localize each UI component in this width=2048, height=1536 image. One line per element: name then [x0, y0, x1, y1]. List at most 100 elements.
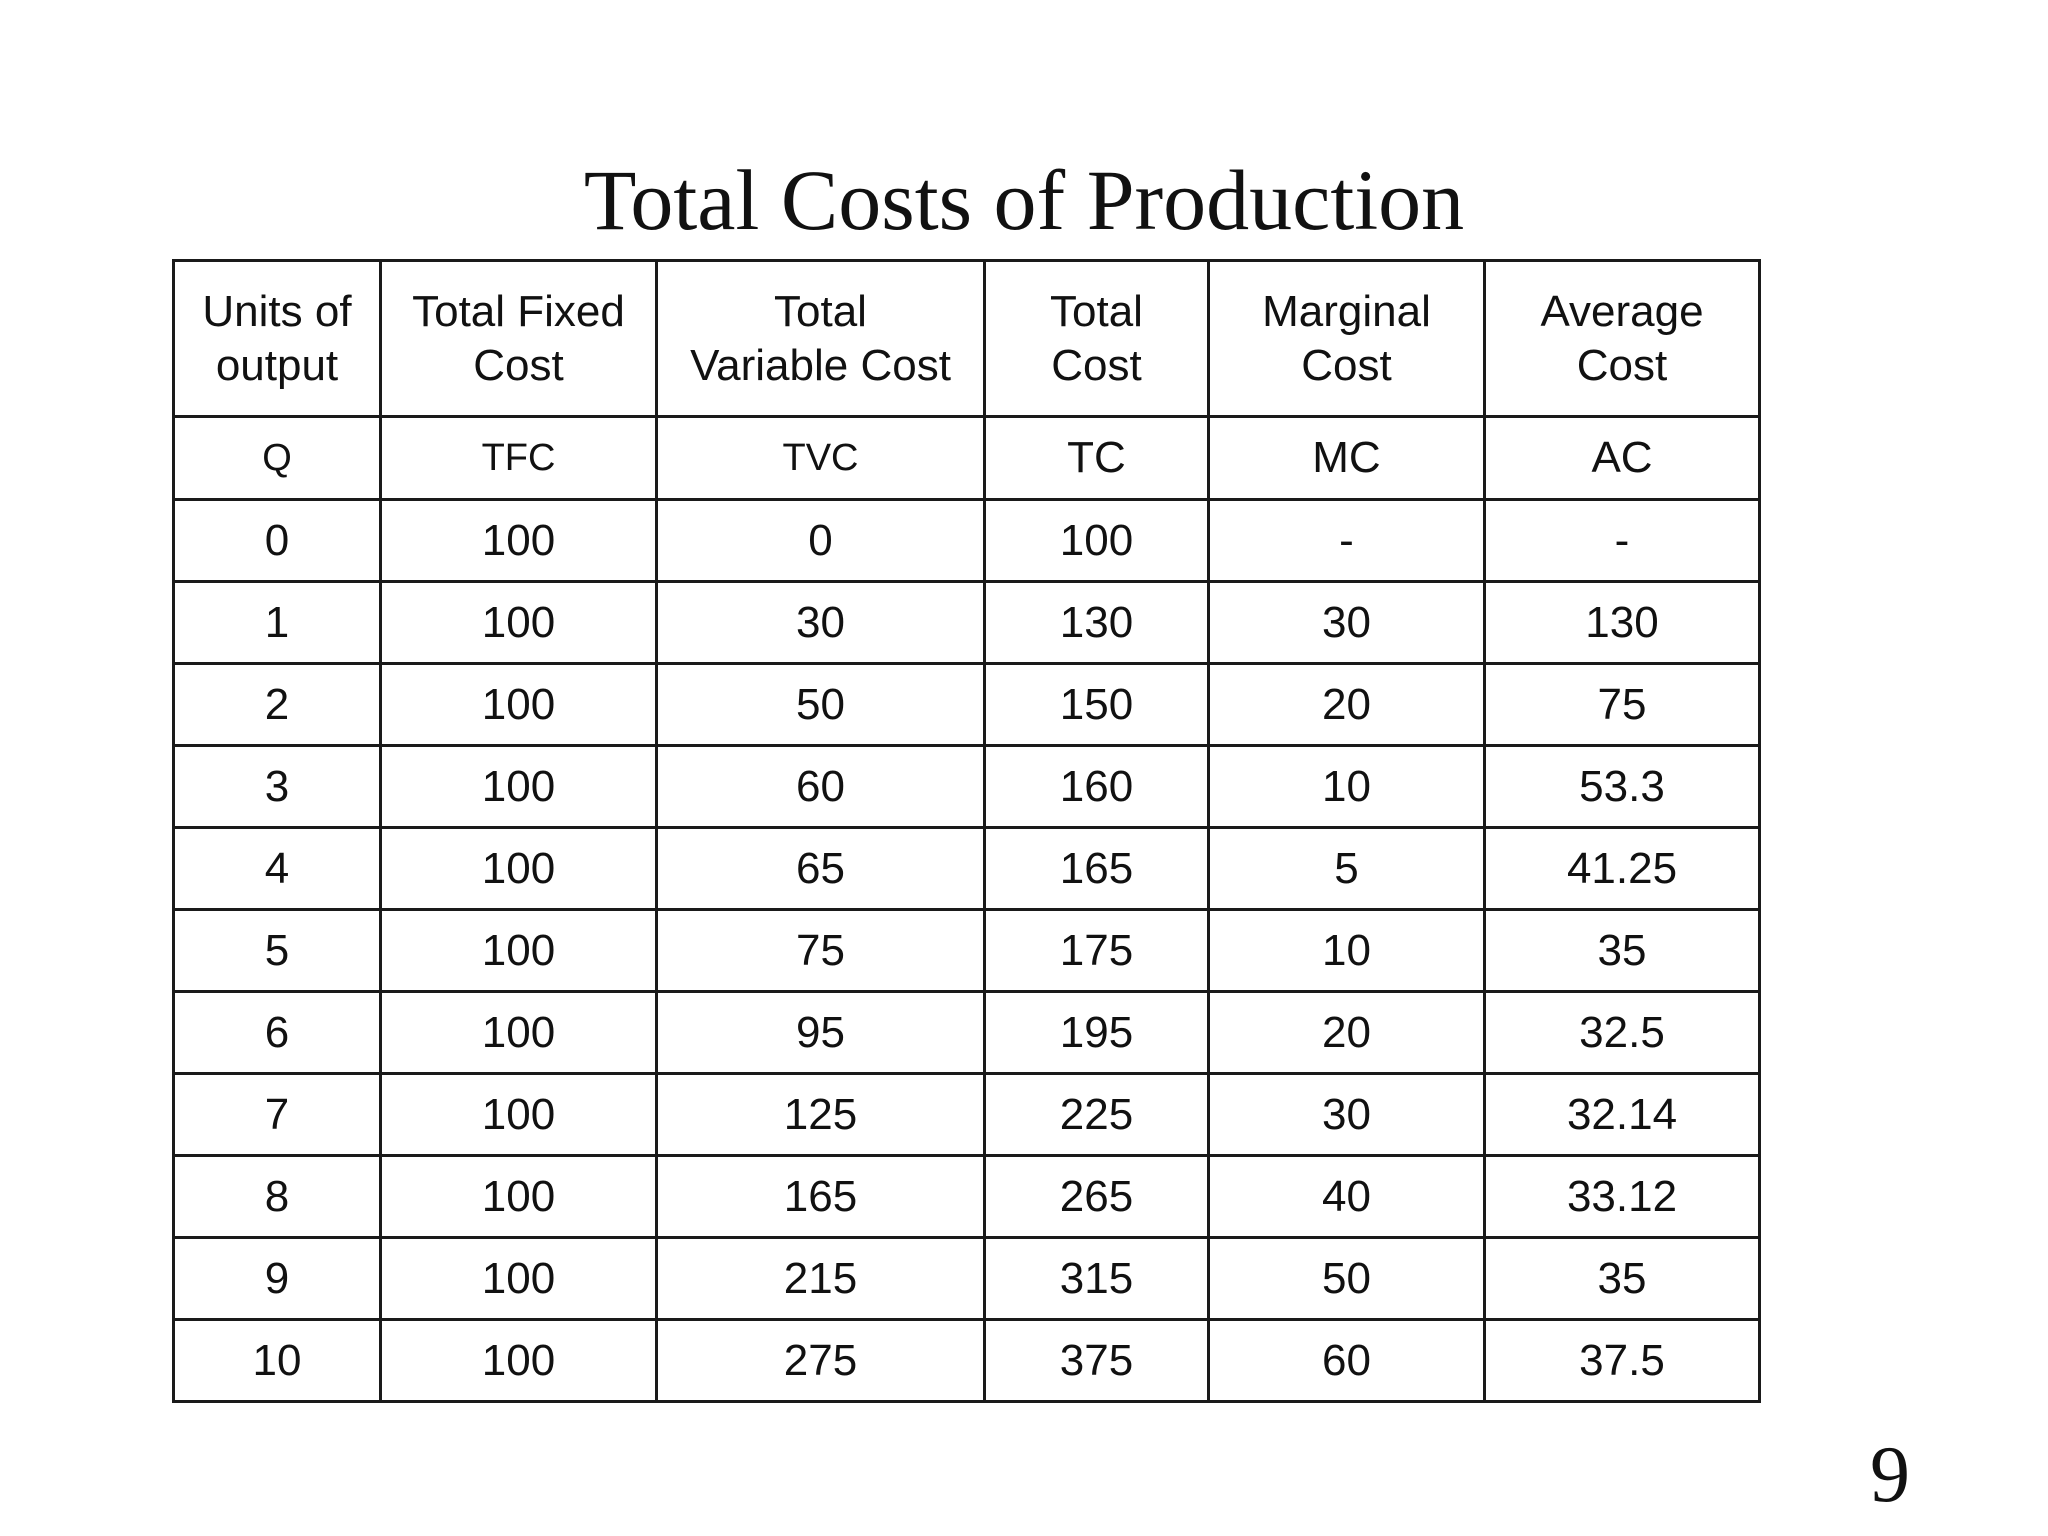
- cell-ac: 53.3: [1483, 744, 1761, 829]
- table-row: 3 100 60 160 10 53.3: [172, 744, 1761, 829]
- cell-mc: 30: [1207, 580, 1486, 665]
- header-line: Total: [774, 286, 867, 336]
- cell-q: 4: [172, 826, 382, 911]
- cell-tc: 225: [983, 1072, 1210, 1157]
- cell-tfc: 100: [379, 580, 658, 665]
- page-number: 9: [1870, 1431, 1910, 1519]
- table-row: 10 100 275 375 60 37.5: [172, 1318, 1761, 1403]
- cell-tfc: 100: [379, 1154, 658, 1239]
- cell-ac: 130: [1483, 580, 1761, 665]
- cell-mc: 60: [1207, 1318, 1486, 1403]
- cell-tc: 175: [983, 908, 1210, 993]
- table-row: 7 100 125 225 30 32.14: [172, 1072, 1761, 1157]
- cell-mc: 40: [1207, 1154, 1486, 1239]
- cell-mc: 10: [1207, 908, 1486, 993]
- cell-mc: 20: [1207, 990, 1486, 1075]
- cell-ac: 37.5: [1483, 1318, 1761, 1403]
- header-line: Cost: [1301, 340, 1392, 390]
- cell-tvc: 165: [655, 1154, 986, 1239]
- cell-ac: 75: [1483, 662, 1761, 747]
- header-line: Total Fixed: [412, 286, 625, 336]
- cell-tc: 100: [983, 498, 1210, 583]
- cell-ac: 41.25: [1483, 826, 1761, 911]
- cell-q: 0: [172, 498, 382, 583]
- table-row: 5 100 75 175 10 35: [172, 908, 1761, 993]
- table-row: 2 100 50 150 20 75: [172, 662, 1761, 747]
- header-cell-marginal-cost: Marginal Cost: [1207, 259, 1486, 418]
- cell-tvc: 275: [655, 1318, 986, 1403]
- abbr-cell-ac: AC: [1483, 415, 1761, 501]
- header-cell-units-of-output: Units of output: [172, 259, 382, 418]
- cell-tfc: 100: [379, 744, 658, 829]
- cell-tc: 165: [983, 826, 1210, 911]
- cell-q: 9: [172, 1236, 382, 1321]
- abbr-cell-mc: MC: [1207, 415, 1486, 501]
- abbr-cell-q: Q: [172, 415, 382, 501]
- cell-tvc: 65: [655, 826, 986, 911]
- table-row: 6 100 95 195 20 32.5: [172, 990, 1761, 1075]
- abbr-cell-tfc: TFC: [379, 415, 658, 501]
- header-line: Average: [1540, 286, 1704, 336]
- header-line: output: [215, 340, 339, 390]
- cell-q: 7: [172, 1072, 382, 1157]
- table-row: 9 100 215 315 50 35: [172, 1236, 1761, 1321]
- cell-tvc: 95: [655, 990, 986, 1075]
- cell-tc: 315: [983, 1236, 1210, 1321]
- header-cell-total-cost: Total Cost: [983, 259, 1210, 418]
- cell-mc: 10: [1207, 744, 1486, 829]
- cell-tfc: 100: [379, 1236, 658, 1321]
- cell-mc: 20: [1207, 662, 1486, 747]
- header-row: Units of output Total Fixed Cost Total V…: [172, 259, 1761, 418]
- table-row: 4 100 65 165 5 41.25: [172, 826, 1761, 911]
- cell-tc: 195: [983, 990, 1210, 1075]
- cell-ac: 32.5: [1483, 990, 1761, 1075]
- header-line: Units of: [202, 286, 352, 336]
- cell-tvc: 75: [655, 908, 986, 993]
- cell-q: 3: [172, 744, 382, 829]
- header-line: Cost: [1051, 340, 1142, 390]
- cell-q: 10: [172, 1318, 382, 1403]
- cell-mc: -: [1207, 498, 1486, 583]
- abbr-cell-tvc: TVC: [655, 415, 986, 501]
- cell-tfc: 100: [379, 908, 658, 993]
- cell-mc: 30: [1207, 1072, 1486, 1157]
- cell-tvc: 30: [655, 580, 986, 665]
- header-line: Cost: [473, 340, 564, 390]
- cell-mc: 50: [1207, 1236, 1486, 1321]
- cell-tc: 160: [983, 744, 1210, 829]
- cell-ac: 32.14: [1483, 1072, 1761, 1157]
- cell-mc: 5: [1207, 826, 1486, 911]
- cell-tvc: 125: [655, 1072, 986, 1157]
- cell-tfc: 100: [379, 990, 658, 1075]
- cell-q: 6: [172, 990, 382, 1075]
- header-line: Total: [1050, 286, 1143, 336]
- table-row: 0 100 0 100- -: [172, 498, 1761, 583]
- cell-tc: 265: [983, 1154, 1210, 1239]
- cell-tfc: 100: [379, 826, 658, 911]
- cell-ac: 35: [1483, 908, 1761, 993]
- header-line: Cost: [1576, 340, 1668, 390]
- cell-tfc: 100: [379, 498, 658, 583]
- cell-tfc: 100: [379, 1318, 658, 1403]
- header-line: Variable Cost: [690, 340, 951, 390]
- table-row: 1 100 30 130 30 130: [172, 580, 1761, 665]
- header-cell-total-fixed-cost: Total Fixed Cost: [379, 259, 658, 418]
- cell-tfc: 100: [379, 662, 658, 747]
- cell-tvc: 60: [655, 744, 986, 829]
- abbr-cell-tc: TC: [983, 415, 1210, 501]
- cell-tc: 375: [983, 1318, 1210, 1403]
- cell-tc: 150: [983, 662, 1210, 747]
- cell-ac: 35: [1483, 1236, 1761, 1321]
- cell-ac: -: [1483, 498, 1761, 583]
- header-cell-average-cost: Average Cost: [1483, 259, 1761, 418]
- cell-tc: 130: [983, 580, 1210, 665]
- cell-q: 5: [172, 908, 382, 993]
- cell-tvc: 50: [655, 662, 986, 747]
- header-line: Marginal: [1262, 286, 1431, 336]
- cell-tfc: 100: [379, 1072, 658, 1157]
- cell-ac: 33.12: [1483, 1154, 1761, 1239]
- slide-title: Total Costs of Production: [583, 152, 1465, 248]
- cell-q: 2: [172, 662, 382, 747]
- cost-table: Units of output Total Fixed Cost Total V…: [172, 259, 1761, 1403]
- cell-tvc: 215: [655, 1236, 986, 1321]
